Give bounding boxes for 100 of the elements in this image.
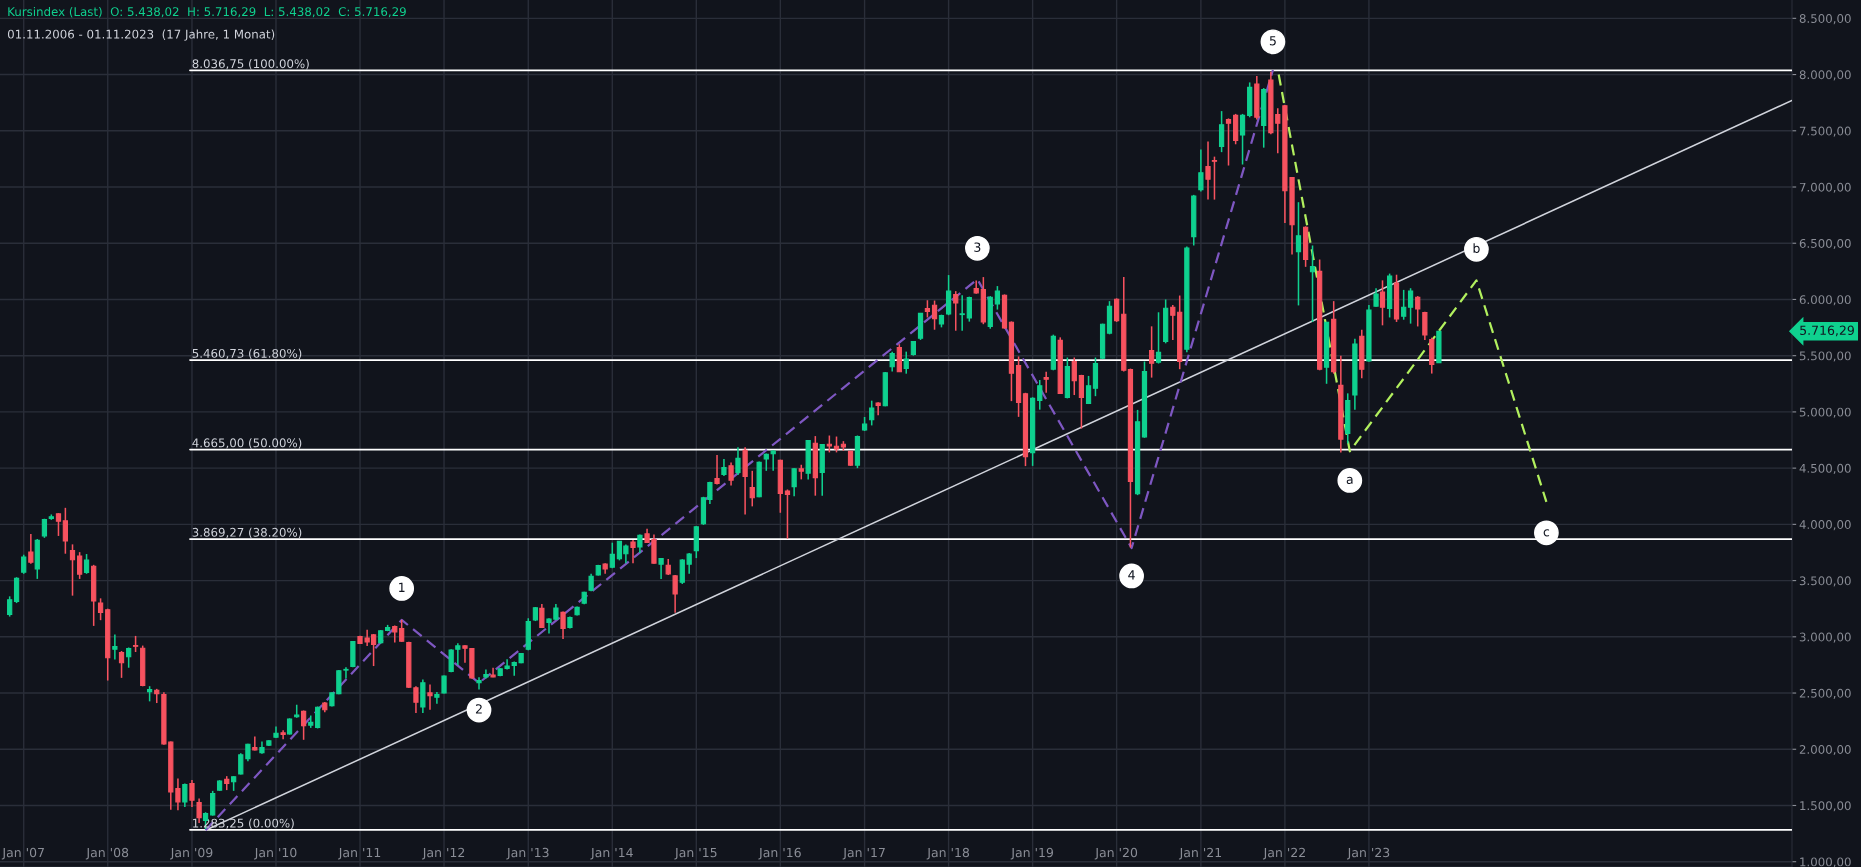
candlestick [112, 633, 118, 661]
candlestick [539, 603, 545, 629]
candlestick [1225, 117, 1232, 167]
candlestick [1379, 279, 1386, 327]
annotation: 1 [399, 582, 405, 592]
x-tick-label: Jan '07 [1, 847, 44, 860]
candlestick [1071, 356, 1077, 396]
ref-line-label: 8.036,75 (100.00%) [192, 59, 309, 70]
x-tick-label: Jan '16 [758, 847, 801, 860]
candlestick [1037, 379, 1043, 411]
candlestick [1218, 110, 1225, 153]
annotation: 3 [974, 242, 981, 252]
text: 5.716,29 [1800, 325, 1854, 337]
candlestick [1155, 311, 1162, 365]
candlestick [735, 446, 741, 476]
annotation: b [1473, 243, 1480, 253]
candlestick [118, 650, 125, 679]
y-tick-label: 1.000,00 [1800, 857, 1851, 867]
x-tick-label: Jan '08 [85, 847, 129, 860]
candlestick [476, 676, 482, 691]
annotation: 2 [475, 704, 482, 714]
y-tick-label: 2.000,00 [1799, 744, 1851, 756]
candlestick [1078, 374, 1085, 430]
candlestick [1401, 289, 1407, 321]
annotation: 4 [1128, 570, 1135, 580]
candlestick [953, 290, 959, 332]
candlestick [69, 543, 76, 597]
candlestick [875, 401, 881, 417]
candlestick [55, 512, 62, 537]
x-tick-label: Jan '13 [506, 847, 549, 860]
candlestick [637, 533, 643, 554]
candlestick [959, 294, 965, 332]
candlestick [945, 274, 952, 316]
candlestick [210, 790, 216, 817]
x-tick-label: Jan '15 [674, 847, 717, 860]
candlestick [693, 525, 699, 559]
y-tick-label: 6.500,00 [1799, 238, 1851, 250]
x-tick-label: Jan '12 [422, 847, 465, 860]
candlestick [728, 461, 734, 487]
candlestick [252, 735, 258, 752]
text: 01.11.2006 - 01.11.2023 (17 Jahre, 1 Monat) [7, 29, 275, 41]
y-tick-label: 7.000,00 [1799, 182, 1851, 193]
candlestick [784, 488, 791, 540]
candlestick [1415, 295, 1421, 328]
y-tick-label: 3.500,00 [1799, 576, 1851, 587]
x-tick-label: Jan '21 [1178, 847, 1222, 860]
x-tick-label: Jan '17 [842, 847, 885, 860]
candlestick [889, 350, 895, 373]
candlestick [630, 539, 636, 564]
candlestick [399, 619, 405, 643]
y-tick-label: 6.000,00 [1799, 295, 1851, 306]
text: Kursindex (Last) O: 5.438,02 H: 5.716,29 L: 5.438,02 C: 5.716,29 [8, 6, 406, 18]
x-tick-label: Jan '11 [338, 847, 381, 860]
y-tick-label: 4.000,00 [1799, 520, 1851, 531]
candlestick [21, 553, 27, 575]
line-series [1277, 73, 1548, 503]
candlestick [1085, 375, 1092, 405]
candlestick [77, 551, 83, 580]
candlestick [154, 688, 160, 704]
candlestick [869, 399, 875, 427]
candlestick [1043, 370, 1049, 394]
candlestick [749, 470, 755, 508]
annotation: c [1543, 529, 1550, 537]
candlestick [1205, 140, 1211, 201]
y-tick-label: 7.500,00 [1799, 126, 1851, 137]
candlestick [791, 467, 797, 498]
x-tick-label: Jan '10 [254, 847, 297, 860]
candlestick [994, 285, 1001, 311]
x-tick-label: Jan '09 [170, 847, 213, 860]
candlestick [1407, 287, 1414, 325]
candlestick [126, 646, 132, 669]
x-tick-label: Jan '22 [1262, 847, 1305, 860]
candlestick [931, 299, 938, 331]
annotation: a [1346, 476, 1353, 485]
candlestick [966, 295, 972, 323]
y-tick-label: 4.500,00 [1799, 463, 1851, 474]
candlestick [903, 350, 909, 375]
x-tick-label: Jan '19 [1010, 847, 1054, 860]
candlestick [1114, 297, 1120, 323]
candlestick [1422, 311, 1428, 341]
x-tick-label: Jan '20 [1094, 847, 1138, 860]
annotation: 5 [1269, 36, 1276, 46]
candlestick [1211, 155, 1218, 201]
candlestick [560, 610, 566, 640]
candlestick [609, 541, 615, 569]
candlestick [62, 507, 68, 555]
candlestick [1198, 148, 1204, 193]
ref-line-label: 4.665,00 (50.00%) [192, 438, 302, 449]
y-tick-label: 5.500,00 [1799, 351, 1851, 362]
candlestick [28, 533, 34, 565]
candlestick [1373, 287, 1379, 308]
candlestick [490, 666, 496, 679]
y-tick-label: 3.000,00 [1799, 632, 1851, 643]
candlestick [1295, 201, 1302, 307]
x-tick-label: Jan '18 [926, 847, 970, 860]
candlestick [1148, 325, 1155, 379]
candlestick [973, 279, 979, 295]
y-tick-label: 8.000,00 [1799, 70, 1851, 81]
candlestick [658, 557, 664, 580]
x-tick-label: Jan '14 [590, 847, 633, 860]
